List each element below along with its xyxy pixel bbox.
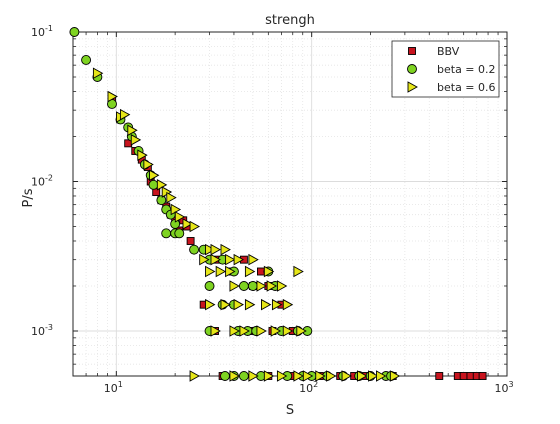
data-point <box>244 265 256 278</box>
data-point <box>256 325 267 337</box>
data-point <box>225 253 236 266</box>
data-point <box>205 265 216 278</box>
data-point <box>199 253 210 266</box>
data-point <box>247 281 258 291</box>
data-point <box>210 253 221 266</box>
data-point <box>148 179 159 190</box>
data-point <box>276 280 288 292</box>
data-point <box>92 67 104 79</box>
data-point <box>137 149 148 161</box>
data-point <box>229 280 240 292</box>
data-point <box>204 281 215 291</box>
data-point <box>130 134 142 146</box>
data-point <box>174 228 185 239</box>
data-point <box>238 371 249 381</box>
data-point <box>239 325 250 337</box>
data-point <box>293 265 304 278</box>
data-point <box>238 281 249 291</box>
data-point <box>282 325 294 337</box>
data-point <box>282 298 294 311</box>
legend-marker <box>407 81 418 93</box>
data-point <box>186 237 195 245</box>
data-point <box>357 370 368 382</box>
data-point <box>244 298 256 311</box>
data-point <box>376 370 387 382</box>
data-point <box>326 370 337 382</box>
data-point <box>81 55 92 65</box>
data-point <box>166 191 177 204</box>
data-point <box>248 253 259 266</box>
legend-label: BBV <box>437 45 460 58</box>
data-point <box>220 243 231 256</box>
data-point <box>174 211 186 223</box>
legend: BBV beta = 0.2 beta = 0.6 <box>391 40 500 98</box>
data-point <box>225 265 236 278</box>
data-point <box>69 27 80 37</box>
data-point <box>276 370 288 382</box>
data-point <box>266 280 278 292</box>
x-axis-label: S <box>286 403 294 418</box>
chart-title: strengh <box>265 13 315 28</box>
data-point <box>149 169 160 182</box>
data-point <box>182 218 193 230</box>
data-point <box>161 228 172 239</box>
data-point <box>189 370 200 382</box>
legend-label: beta = 0.2 <box>437 63 496 76</box>
data-point <box>261 298 272 311</box>
data-point <box>302 370 314 382</box>
data-point <box>389 370 401 382</box>
data-point <box>229 370 240 382</box>
data-point <box>296 325 307 337</box>
data-point <box>233 298 245 311</box>
data-point <box>107 90 118 103</box>
data-point <box>156 195 167 206</box>
data-point <box>293 370 304 382</box>
data-point <box>263 370 275 382</box>
data-point <box>270 325 282 337</box>
data-point <box>215 265 227 278</box>
data-point <box>119 108 131 121</box>
data-point <box>210 325 221 337</box>
data-point <box>220 371 230 381</box>
data-point <box>256 280 267 292</box>
data-point <box>368 370 379 382</box>
y-axis-label: P/s <box>21 188 36 207</box>
data-point <box>210 243 221 256</box>
legend-label: beta = 0.6 <box>437 81 496 94</box>
data-point <box>478 372 487 380</box>
data-point <box>248 370 259 382</box>
data-point <box>341 370 352 382</box>
data-point <box>143 158 154 171</box>
data-point <box>315 370 326 382</box>
series-3 <box>92 67 401 382</box>
data-point <box>205 243 216 256</box>
legend-marker <box>407 64 417 74</box>
data-point <box>189 244 200 255</box>
data-point <box>229 325 240 337</box>
data-point <box>435 372 444 380</box>
data-point <box>189 220 200 233</box>
data-point <box>459 372 468 380</box>
data-point <box>271 298 283 311</box>
data-point <box>233 253 245 266</box>
data-point <box>220 298 231 311</box>
data-point <box>263 265 275 278</box>
data-point <box>205 298 216 311</box>
data-point <box>127 124 138 137</box>
legend-marker <box>408 47 416 55</box>
